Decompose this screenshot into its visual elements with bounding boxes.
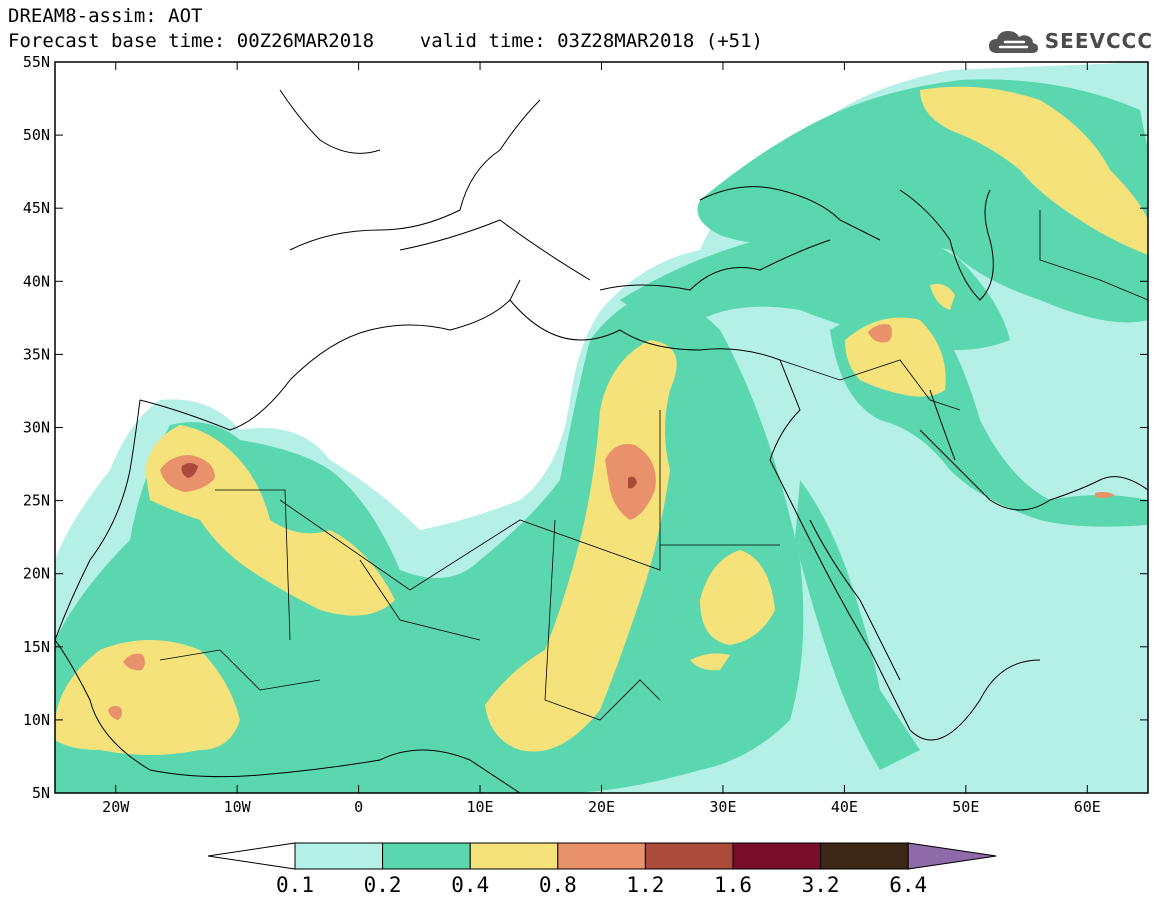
lat-tick-label: 50N (23, 126, 50, 144)
logo: SEEVCCC (987, 26, 1153, 56)
colorbar-label: 3.2 (802, 873, 840, 897)
colorbar-bin (557, 842, 646, 870)
lon-tick-label: 40E (831, 798, 858, 816)
colorbar-label: 0.1 (276, 873, 314, 897)
colorbar-high-triangle (907, 842, 997, 870)
lon-tick-label: 50E (952, 798, 979, 816)
lon-tick-label: 0 (354, 798, 363, 816)
aot-level-1.2 (181, 463, 637, 489)
lat-tick-label: 35N (23, 345, 50, 363)
cloud-icon (988, 31, 1038, 53)
lat-tick-label: 5N (32, 784, 50, 802)
lon-tick-label: 30E (709, 798, 736, 816)
colorbar: 0.1 0.2 0.4 0.8 1.2 1.6 3.2 6.4 (207, 842, 997, 897)
colorbar-bin (469, 842, 559, 870)
colorbar-bin (644, 842, 734, 870)
lon-tick-label: 60E (1074, 798, 1101, 816)
colorbar-label: 0.2 (364, 873, 402, 897)
lat-tick-label: 20N (23, 565, 50, 583)
colorbar-label: 0.4 (451, 873, 489, 897)
lon-tick-label: 10W (224, 798, 252, 816)
lat-tick-label: 55N (23, 53, 50, 71)
logo-text: SEEVCCC (1044, 29, 1153, 53)
lon-tick-label: 10E (467, 798, 494, 816)
colorbar-label: 6.4 (889, 873, 927, 897)
aot-field (55, 62, 1148, 793)
coastlines (55, 89, 1148, 793)
lon-tick-label: 20W (102, 798, 130, 816)
colorbar-label: 0.8 (539, 873, 577, 897)
colorbar-label: 1.2 (626, 873, 664, 897)
colorbar-label: 1.6 (714, 873, 752, 897)
lat-tick-label: 25N (23, 492, 50, 510)
colorbar-bin (732, 842, 822, 870)
lat-tick-label: 30N (23, 419, 50, 437)
borders (159, 210, 1148, 721)
colorbar-bin (294, 842, 384, 870)
forecast-time-line: Forecast base time: 00Z26MAR2018 valid t… (8, 30, 763, 52)
axis-ticks: 55N 50N 45N 40N 35N 30N 25N 20N 15N 10N 5N 20W 10W 0 1… (23, 53, 1148, 816)
lat-tick-label: 10N (23, 711, 50, 729)
lat-tick-label: 15N (23, 638, 50, 656)
map-title: DREAM8-assim: AOT (8, 5, 203, 27)
lon-tick-label: 20E (588, 798, 615, 816)
colorbar-low-triangle (207, 842, 296, 870)
lat-tick-label: 40N (23, 272, 50, 290)
colorbar-bin (820, 842, 909, 870)
lat-tick-label: 45N (23, 199, 50, 217)
colorbar-bin (382, 842, 471, 870)
